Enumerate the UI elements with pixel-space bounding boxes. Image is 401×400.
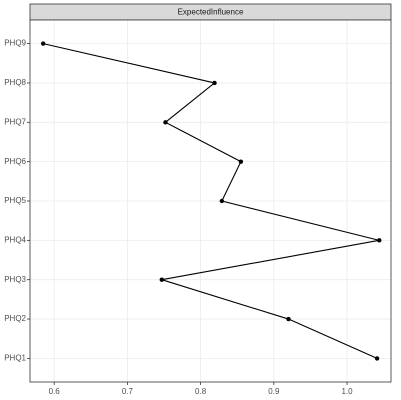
y-tick-label: PHQ4 [4,235,26,244]
point [286,316,291,322]
y-tick-label: PHQ8 [4,78,26,87]
point [212,80,217,86]
point [377,238,382,243]
y-tick-label: PHQ6 [4,157,26,166]
panel-border [29,19,392,383]
x-tick-label: 0.7 [122,387,134,396]
y-tick-label: PHQ5 [4,196,26,205]
y-tick-label: PHQ9 [4,39,26,48]
point [159,277,165,282]
chart-title: ExpectedInfluence [178,8,244,17]
point [219,198,225,204]
y-tick-label: PHQ2 [4,314,26,323]
point [238,159,244,164]
x-tick-label: 0.6 [49,387,61,396]
x-tick-label: 1.0 [342,387,354,396]
point [40,41,46,46]
point [163,120,168,125]
x-tick-label: 0.8 [195,387,207,396]
y-tick-label: PHQ3 [4,275,26,284]
x-tick-label: 0.9 [268,387,280,396]
y-tick-label: PHQ7 [4,117,26,126]
point [374,356,380,361]
y-tick-label: PHQ1 [4,354,26,363]
